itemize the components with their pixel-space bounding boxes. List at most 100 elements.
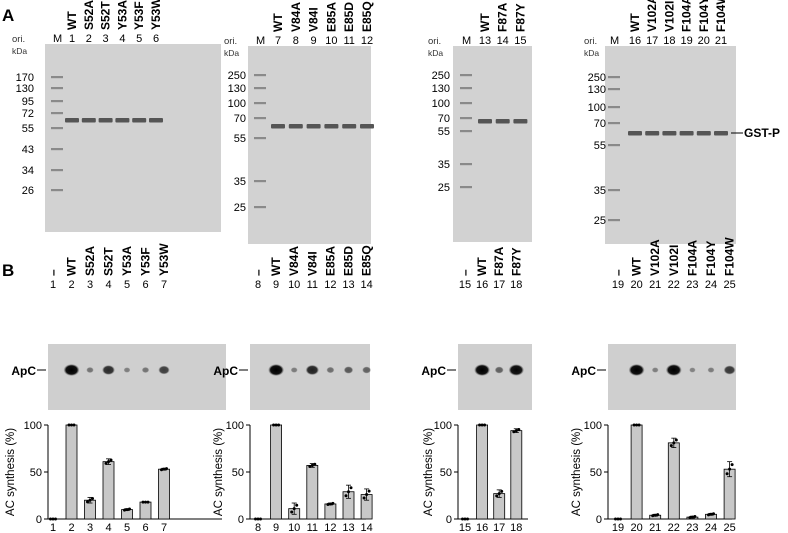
apc-spot [689, 367, 696, 373]
lane-name: E85A [324, 2, 338, 32]
data-point [693, 515, 697, 519]
lane-number: 21 [715, 35, 727, 47]
ori-label: ori. [428, 36, 441, 47]
data-point [277, 423, 281, 427]
kda-label: kDa [428, 48, 443, 58]
marker-size-label: 130 [228, 83, 246, 95]
data-point [160, 468, 163, 472]
marker-size-label: 250 [228, 70, 246, 82]
protein-band [513, 119, 528, 124]
marker-band [460, 117, 472, 120]
y-tick-label: 100 [24, 420, 42, 432]
data-point [292, 507, 296, 511]
marker-lane-label: M [256, 35, 265, 47]
lane-number: 2 [86, 33, 92, 45]
x-tick-label: 14 [360, 522, 372, 533]
y-tick-label: 50 [590, 467, 602, 479]
lane-number: 14 [497, 35, 509, 47]
protein-band [149, 118, 163, 123]
marker-size-label: 55 [438, 126, 450, 138]
marker-band [51, 127, 63, 130]
lane-number: 22 [668, 279, 680, 291]
marker-lane-label: M [53, 33, 62, 45]
data-point [344, 494, 348, 498]
lane-name: V84I [307, 7, 321, 32]
marker-size-label: 70 [438, 113, 450, 125]
lane-name: – [251, 269, 265, 276]
lane-number: 8 [293, 35, 299, 47]
protein-band [696, 131, 711, 136]
lane-name: E85D [342, 2, 356, 32]
marker-band [254, 206, 266, 209]
marker-size-label: 100 [432, 98, 450, 110]
x-tick-label: 16 [476, 522, 488, 533]
apc-spot [102, 365, 115, 375]
data-point [125, 508, 129, 512]
lane-name: S52T [99, 1, 113, 30]
protein-band [360, 124, 374, 129]
lane-name: Y53F [139, 247, 153, 276]
marker-band [460, 74, 472, 77]
kda-label: kDa [584, 48, 599, 58]
x-tick-label: 25 [723, 522, 735, 533]
protein-band [306, 124, 321, 129]
lane-name: S52A [83, 246, 97, 276]
lane-number: 2 [68, 279, 74, 291]
data-point [728, 467, 732, 471]
lane-name: – [46, 269, 60, 276]
y-axis-label: AC synthesis (%) [423, 428, 435, 516]
marker-size-label: 55 [234, 133, 246, 145]
x-tick-label: 21 [649, 522, 661, 533]
bar [476, 424, 489, 520]
marker-size-label: 55 [594, 140, 606, 152]
lane-number: 17 [493, 279, 505, 291]
data-point [712, 512, 715, 516]
bar [139, 501, 152, 520]
marker-lane-label: M [610, 35, 619, 47]
lane-name: Y53F [132, 1, 146, 30]
lane-number: 12 [361, 35, 373, 47]
lane-number: 16 [629, 35, 641, 47]
data-point [497, 492, 501, 496]
apc-spot [628, 364, 645, 376]
marker-size-label: 35 [594, 185, 606, 197]
data-point [730, 463, 734, 467]
data-point [290, 510, 294, 514]
protein-band [271, 124, 285, 129]
x-tick-label: 17 [493, 522, 505, 533]
apc-label: ApC [11, 364, 36, 378]
marker-band [51, 189, 63, 192]
apc-spot [158, 365, 170, 375]
data-point [328, 502, 332, 506]
apc-spot [474, 364, 491, 376]
data-point [688, 516, 692, 520]
y-tick-label: 50 [440, 467, 452, 479]
data-point [512, 430, 516, 434]
tlc-2-background [250, 344, 370, 410]
x-tick-label: 8 [255, 522, 261, 533]
data-point [259, 517, 262, 521]
marker-size-label: 25 [438, 182, 450, 194]
lane-name: WT [628, 13, 642, 32]
data-point [88, 498, 92, 502]
protein-band [478, 119, 492, 124]
apc-spot [141, 366, 150, 374]
lane-name: E85Q [360, 1, 374, 32]
lane-name: E85A [323, 246, 337, 276]
marker-band [460, 163, 472, 166]
lane-name: V102I [667, 245, 681, 276]
apc-spot [494, 366, 504, 374]
data-point [365, 493, 369, 497]
bar [306, 465, 319, 520]
apc-spot [343, 366, 354, 374]
data-point [651, 514, 655, 518]
lane-number: 13 [342, 279, 354, 291]
protein-band [132, 118, 147, 123]
apc-label: ApC [213, 364, 238, 378]
marker-size-label: 70 [594, 118, 606, 130]
lane-name: S52T [102, 247, 116, 276]
lane-number: 10 [288, 279, 300, 291]
lane-name: E85D [342, 246, 356, 276]
bar [270, 424, 283, 520]
y-tick-label: 100 [584, 420, 602, 432]
